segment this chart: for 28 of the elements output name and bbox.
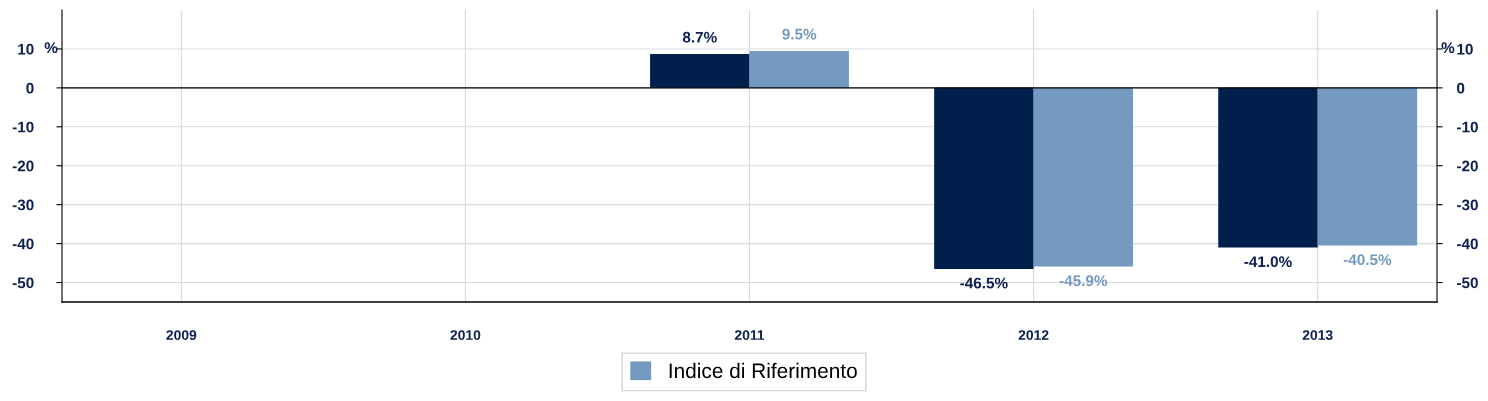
y2-axis-title: %: [1441, 42, 1455, 53]
data-label: -46.5%: [960, 277, 1008, 289]
y-tick-label: -20: [12, 160, 34, 172]
y-tick-label: -30: [12, 199, 34, 211]
x-tick-label: 2012: [1018, 330, 1049, 340]
y2-tick-label: 0: [1457, 82, 1465, 94]
data-label: -41.0%: [1244, 256, 1292, 268]
y2-tick-label: -20: [1457, 160, 1478, 172]
y-axis-title: %: [44, 42, 58, 53]
data-label: 9.5%: [782, 28, 817, 40]
x-tick-label: 2009: [166, 330, 197, 340]
y-tick-label: -10: [12, 121, 34, 133]
x-tick-label: 2011: [734, 330, 765, 340]
legend-label: Indice di Riferimento: [669, 362, 857, 379]
y-tick-label: 0: [26, 82, 34, 94]
x-tick-label: 2013: [1302, 330, 1333, 340]
data-label: -45.9%: [1059, 275, 1108, 287]
x-tick-label: 2010: [450, 330, 481, 340]
y-tick-label: 10: [18, 43, 34, 55]
y-tick-label: -50: [12, 277, 34, 289]
y2-tick-label: 10: [1457, 43, 1473, 55]
y2-tick-label: -40: [1457, 238, 1478, 250]
y-tick-label: -40: [12, 238, 34, 250]
data-label: -40.5%: [1343, 254, 1392, 266]
y2-tick-label: -10: [1457, 121, 1478, 133]
y2-tick-label: -50: [1457, 277, 1478, 289]
y2-tick-label: -30: [1457, 199, 1478, 211]
data-label: 8.7%: [682, 31, 717, 43]
